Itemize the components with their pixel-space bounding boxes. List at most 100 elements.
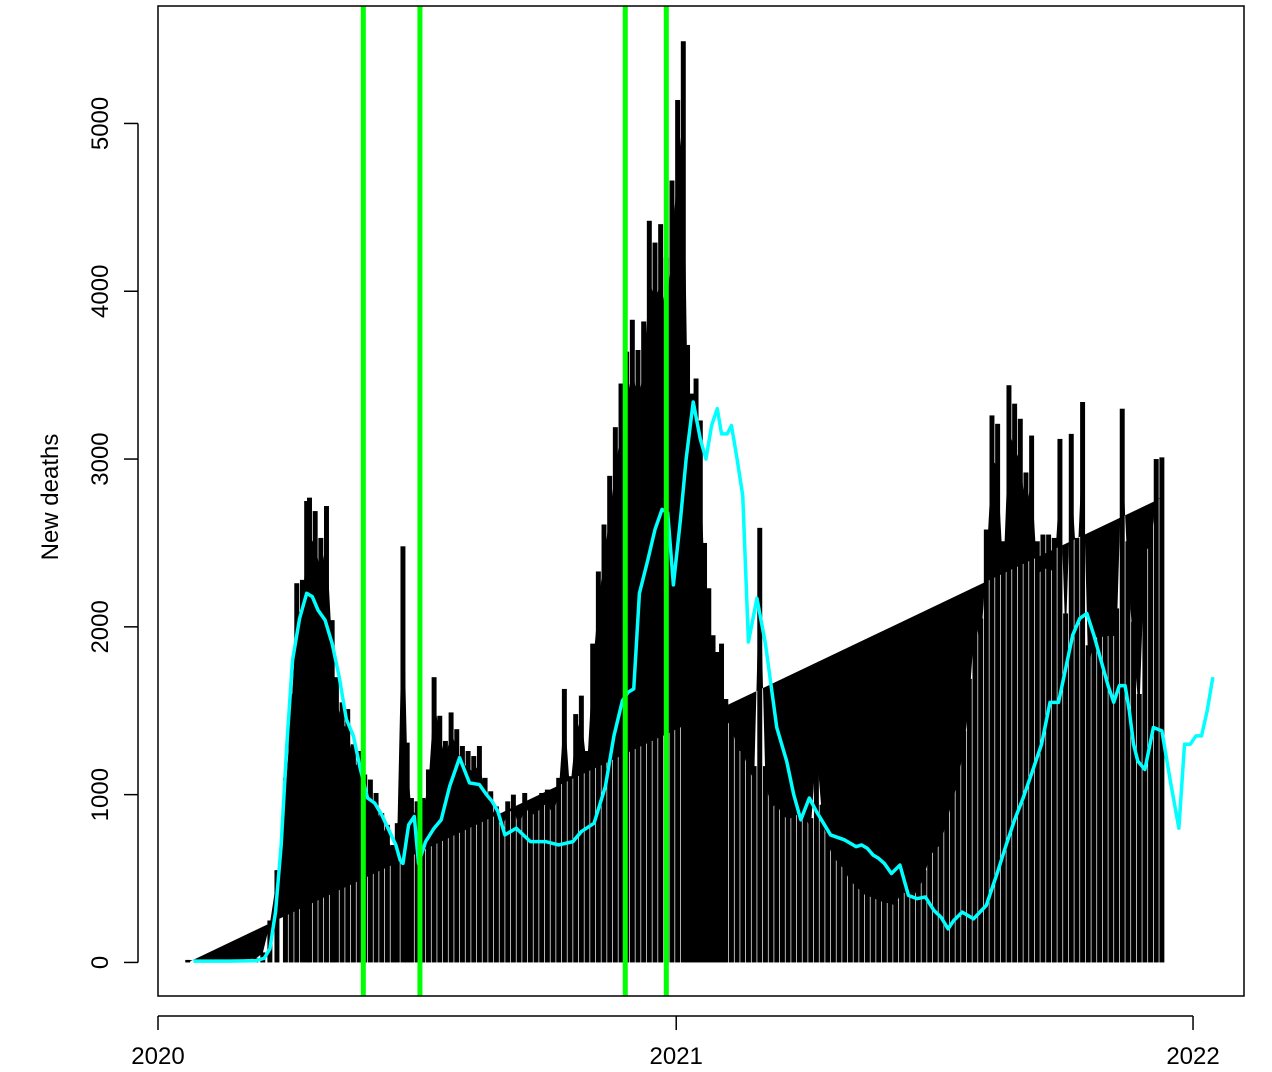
bar xyxy=(578,695,584,963)
bar xyxy=(561,688,567,963)
bar xyxy=(420,798,426,963)
bar xyxy=(836,855,842,963)
bar xyxy=(1046,534,1052,963)
bar xyxy=(527,801,533,963)
bar xyxy=(414,801,420,963)
bar xyxy=(1108,606,1114,963)
bar xyxy=(1006,385,1012,963)
bar xyxy=(1136,693,1142,963)
bar xyxy=(728,705,734,963)
bar xyxy=(808,818,814,963)
bar xyxy=(1023,472,1029,963)
bar xyxy=(476,745,482,963)
bar xyxy=(425,769,431,963)
bar xyxy=(1068,433,1074,963)
bar xyxy=(881,897,887,963)
bar xyxy=(961,730,967,963)
bar xyxy=(706,588,712,963)
bar xyxy=(842,861,848,963)
bar xyxy=(539,792,545,963)
y-tick-label: 3000 xyxy=(87,432,114,485)
bar xyxy=(830,848,836,963)
axes: 0 1000 2000 3000 4000 5000 2020 2021 2022 xyxy=(87,5,1245,1070)
bar xyxy=(768,794,774,963)
bar xyxy=(1080,402,1086,963)
bar xyxy=(915,881,921,963)
bar xyxy=(459,745,465,963)
bar xyxy=(556,777,562,963)
bar xyxy=(825,833,831,963)
bar xyxy=(714,652,720,963)
bar xyxy=(972,588,978,963)
bar xyxy=(1102,608,1108,963)
bar xyxy=(989,415,995,963)
bar xyxy=(785,806,791,963)
y-tick-label: 4000 xyxy=(87,265,114,318)
bar xyxy=(590,643,596,963)
bar xyxy=(1063,613,1069,963)
rolling-average-series xyxy=(193,400,1215,963)
bar xyxy=(774,789,780,963)
bar xyxy=(465,751,471,963)
bar xyxy=(379,813,385,963)
bar xyxy=(390,844,396,963)
bar xyxy=(510,794,516,963)
x-tick-label: 2021 xyxy=(650,1043,703,1070)
bar xyxy=(488,791,494,963)
bar xyxy=(819,804,825,963)
bar xyxy=(1125,541,1131,963)
bar xyxy=(723,699,729,963)
bar xyxy=(595,571,601,963)
bar xyxy=(870,891,876,963)
bar xyxy=(1159,457,1165,963)
y-axis-title: New deaths xyxy=(37,434,64,561)
bar xyxy=(384,824,390,963)
bar xyxy=(938,833,944,963)
bar xyxy=(757,527,763,963)
bar xyxy=(1097,608,1103,963)
bar xyxy=(482,777,488,963)
x-tick-label: 2020 xyxy=(131,1043,184,1070)
bar xyxy=(1029,435,1035,963)
bar xyxy=(813,729,819,963)
bar xyxy=(932,839,938,963)
bar xyxy=(910,891,916,963)
bar xyxy=(1074,537,1080,963)
bar xyxy=(949,787,955,963)
bar xyxy=(966,678,972,963)
bar xyxy=(978,618,984,963)
bar xyxy=(550,803,556,963)
bar xyxy=(745,751,751,963)
bar xyxy=(802,803,808,963)
bar xyxy=(762,766,768,963)
bar xyxy=(791,804,797,963)
bar xyxy=(796,799,802,963)
bar xyxy=(516,816,522,963)
bar xyxy=(995,423,1001,963)
bar xyxy=(493,806,499,963)
bar xyxy=(1000,541,1006,963)
x-tick-label: 2022 xyxy=(1166,1043,1219,1070)
y-tick-label: 5000 xyxy=(87,97,114,150)
bar xyxy=(1142,516,1148,963)
bar xyxy=(887,898,893,963)
bar xyxy=(499,814,505,963)
bar xyxy=(1085,645,1091,963)
bar xyxy=(983,529,989,963)
bar xyxy=(740,734,746,963)
bar xyxy=(893,900,899,963)
bar-series xyxy=(185,41,1165,963)
bar xyxy=(1091,610,1097,963)
bar xyxy=(567,776,573,963)
bar xyxy=(876,895,882,963)
bar xyxy=(471,756,477,963)
bar xyxy=(847,875,853,963)
bar xyxy=(1017,418,1023,963)
bar xyxy=(408,798,414,963)
bar xyxy=(734,730,740,963)
bar xyxy=(751,766,757,963)
bar xyxy=(1040,534,1046,963)
bar xyxy=(853,878,859,963)
y-tick-label: 2000 xyxy=(87,600,114,653)
bar xyxy=(955,764,961,963)
